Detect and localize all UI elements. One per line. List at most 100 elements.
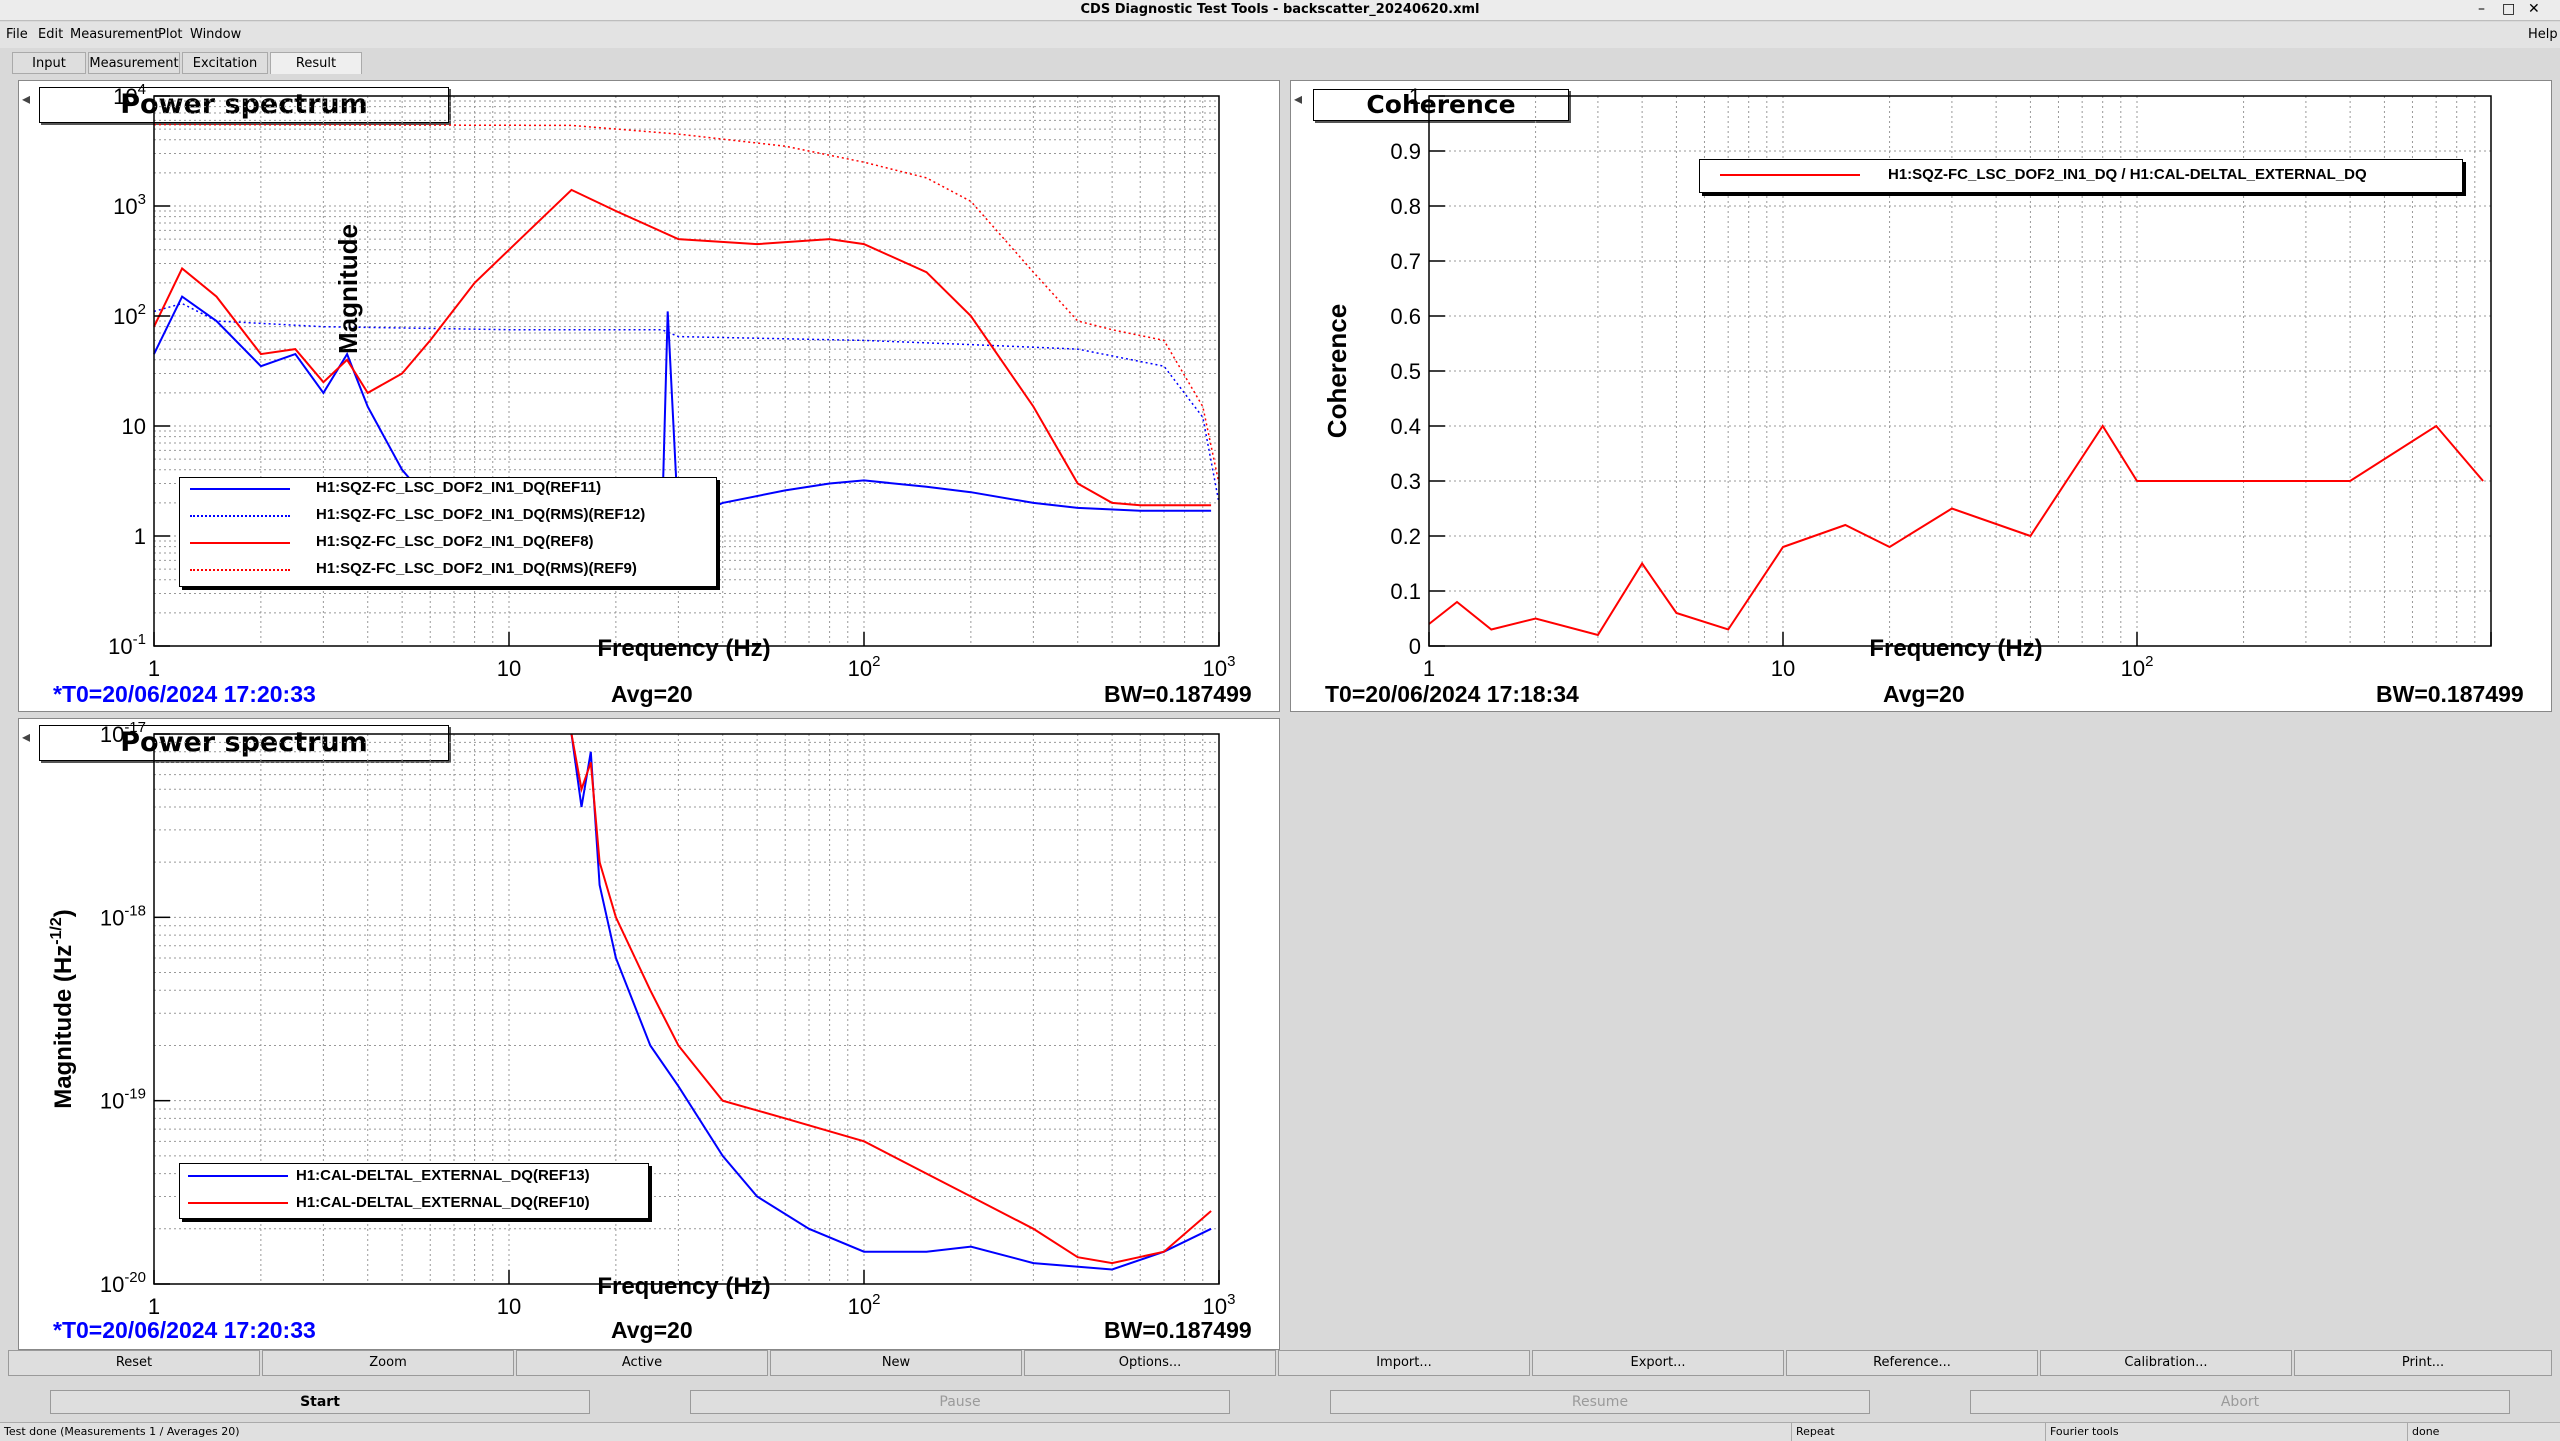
y-tick-label: 10-17 — [100, 719, 146, 747]
menu-help[interactable]: Help — [2528, 27, 2558, 42]
legend-item: H1:CAL-DELTAL_EXTERNAL_DQ(REF13) — [296, 1167, 590, 1184]
pad-title: Power spectrum — [39, 87, 449, 123]
export-button[interactable]: Export... — [1532, 1350, 1784, 1376]
print-button[interactable]: Print... — [2294, 1350, 2552, 1376]
tab-bar: Input Measurement Excitation Result — [0, 50, 2560, 76]
reset-button[interactable]: Reset — [8, 1350, 260, 1376]
window-title: CDS Diagnostic Test Tools - backscatter_… — [1080, 2, 1480, 17]
coherence-chart: 1 10 102 0 0.1 0.2 0.3 0.4 0.5 0.6 0.7 0.8 0.9 1 Cohe… — [1322, 84, 2492, 681]
avg-label: Avg=20 — [611, 1317, 693, 1343]
legend-bottom-left[interactable]: H1:CAL-DELTAL_EXTERNAL_DQ(REF13) H1:CAL-… — [179, 1163, 649, 1219]
y-tick-label: 10-20 — [100, 1269, 146, 1297]
t0-label: *T0=20/06/2024 17:20:33 — [53, 681, 316, 707]
pad-menu-arrow-icon[interactable]: ◂ — [1294, 89, 1303, 108]
trace-h1-sqz-fc-lsc-dof2-in1-dq-h1-cal-deltal-external-dq — [1428, 424, 2484, 637]
y-tick-label: 0.5 — [1390, 359, 1421, 384]
pad-menu-arrow-icon[interactable]: ◂ — [22, 89, 31, 108]
legend-item: H1:SQZ-FC_LSC_DOF2_IN1_DQ / H1:CAL-DELTA… — [1888, 166, 2367, 183]
t0-label: *T0=20/06/2024 17:20:33 — [53, 1317, 316, 1343]
abort-button[interactable]: Abort — [1970, 1390, 2510, 1414]
bw-label: BW=0.187499 — [2376, 681, 2524, 707]
menu-measurement[interactable]: Measurement — [70, 27, 160, 42]
tab-result[interactable]: Result — [270, 52, 362, 74]
menu-window[interactable]: Window — [190, 27, 242, 42]
y-tick-label: 10-18 — [100, 902, 146, 930]
tab-measurement[interactable]: Measurement — [88, 52, 180, 74]
status-repeat: Repeat — [1792, 1423, 2046, 1441]
active-button[interactable]: Active — [516, 1350, 768, 1376]
plot-area: ◂ Power spectrum 1 10 102 103 10-1 1 10 102 103 1… — [0, 76, 2560, 1350]
y-tick-label: 0.3 — [1390, 469, 1421, 494]
pad-power-spectrum-bottom[interactable]: ◂ Power spectrum 1 10 102 103 10-20 10-19 10-1… — [18, 718, 1280, 1350]
bw-label: BW=0.187499 — [1104, 1317, 1252, 1343]
status-message: Test done (Measurements 1 / Averages 20) — [0, 1423, 1792, 1441]
y-tick-label: 1 — [134, 524, 146, 549]
y-tick-label: 0.6 — [1390, 304, 1421, 329]
pad-menu-arrow-icon[interactable]: ◂ — [22, 727, 31, 746]
new-button[interactable]: New — [770, 1350, 1022, 1376]
menu-bar: File Edit Measurement Plot Window Help — [0, 22, 2560, 48]
maximize-icon[interactable]: □ — [2502, 1, 2516, 17]
window-titlebar: CDS Diagnostic Test Tools - backscatter_… — [0, 0, 2560, 21]
x-tick-label: 1 — [1423, 656, 1435, 681]
status-bar: Test done (Measurements 1 / Averages 20)… — [0, 1422, 2560, 1441]
x-tick-label: 103 — [1203, 1291, 1236, 1319]
t0-label: T0=20/06/2024 17:18:34 — [1325, 681, 1579, 707]
x-tick-label: 102 — [848, 653, 881, 681]
legend-item: H1:SQZ-FC_LSC_DOF2_IN1_DQ(REF11) — [316, 479, 602, 496]
pad-power-spectrum-top[interactable]: ◂ Power spectrum 1 10 102 103 10-1 1 10 102 103 1… — [18, 80, 1280, 712]
x-tick-label: 1 — [148, 1294, 160, 1319]
tab-excitation[interactable]: Excitation — [182, 52, 268, 74]
y-tick-label: 0.2 — [1390, 524, 1421, 549]
legend-top-left[interactable]: H1:SQZ-FC_LSC_DOF2_IN1_DQ(REF11) H1:SQZ-… — [179, 477, 717, 587]
measurement-control-row: Start Pause Resume Abort — [0, 1390, 2560, 1422]
avg-label: Avg=20 — [611, 681, 693, 707]
trace-h1-cal-deltal-external-dq-ref13- — [570, 733, 1212, 1271]
pad-title: Coherence — [1313, 89, 1569, 121]
x-tick-label: 102 — [848, 1291, 881, 1319]
x-tick-label: 102 — [2121, 653, 2154, 681]
options-button[interactable]: Options... — [1024, 1350, 1276, 1376]
resume-button[interactable]: Resume — [1330, 1390, 1870, 1414]
close-icon[interactable]: ✕ — [2528, 1, 2540, 17]
y-tick-label: 0.7 — [1390, 249, 1421, 274]
x-axis-label: Frequency (Hz) — [597, 635, 770, 662]
import-button[interactable]: Import... — [1278, 1350, 1530, 1376]
y-tick-label: 104 — [113, 81, 146, 109]
legend-top-right[interactable]: H1:SQZ-FC_LSC_DOF2_IN1_DQ / H1:CAL-DELTA… — [1699, 159, 2463, 193]
y-tick-label: 10-19 — [100, 1086, 146, 1114]
x-tick-label: 10 — [1771, 656, 1795, 681]
menu-edit[interactable]: Edit — [38, 27, 64, 42]
menu-file[interactable]: File — [6, 27, 28, 42]
minimize-icon[interactable]: – — [2478, 1, 2485, 17]
zoom-button[interactable]: Zoom — [262, 1350, 514, 1376]
start-button[interactable]: Start — [50, 1390, 590, 1414]
plot-button-row: Reset Zoom Active New Options... Import.… — [0, 1350, 2560, 1380]
y-tick-label: 0.8 — [1390, 194, 1421, 219]
calibration-button[interactable]: Calibration... — [2040, 1350, 2292, 1376]
menu-plot[interactable]: Plot — [158, 27, 183, 42]
plot-frame — [153, 95, 1220, 647]
pause-button[interactable]: Pause — [690, 1390, 1230, 1414]
y-tick-label: 1 — [1409, 84, 1421, 109]
avg-label: Avg=20 — [1883, 681, 1965, 707]
tab-input[interactable]: Input — [12, 52, 86, 74]
legend-item: H1:SQZ-FC_LSC_DOF2_IN1_DQ(REF8) — [316, 533, 594, 550]
y-tick-label: 0 — [1409, 634, 1421, 659]
reference-button[interactable]: Reference... — [1786, 1350, 2038, 1376]
x-axis-label: Frequency (Hz) — [597, 1273, 770, 1300]
pad-title: Power spectrum — [39, 725, 449, 761]
status-fourier: Fourier tools — [2046, 1423, 2408, 1441]
trace-h1-sqz-fc-lsc-dof2-in1-dq-ref8- — [153, 188, 1212, 507]
y-tick-label: 102 — [113, 301, 146, 329]
y-tick-label: 10 — [122, 414, 146, 439]
y-axis-label: Magnitude — [333, 224, 363, 354]
bw-label: BW=0.187499 — [1104, 681, 1252, 707]
legend-item: H1:CAL-DELTAL_EXTERNAL_DQ(REF10) — [296, 1194, 590, 1211]
y-tick-label: 0.9 — [1390, 139, 1421, 164]
x-tick-label: 1 — [148, 656, 160, 681]
x-tick-label: 103 — [1203, 653, 1236, 681]
plot-frame — [153, 733, 1220, 1285]
pad-coherence[interactable]: ◂ Coherence 1 10 102 0 0.1 0.2 0.3 0.4 0.5 0.6 0.7… — [1290, 80, 2552, 712]
status-state: done — [2412, 1425, 2440, 1438]
